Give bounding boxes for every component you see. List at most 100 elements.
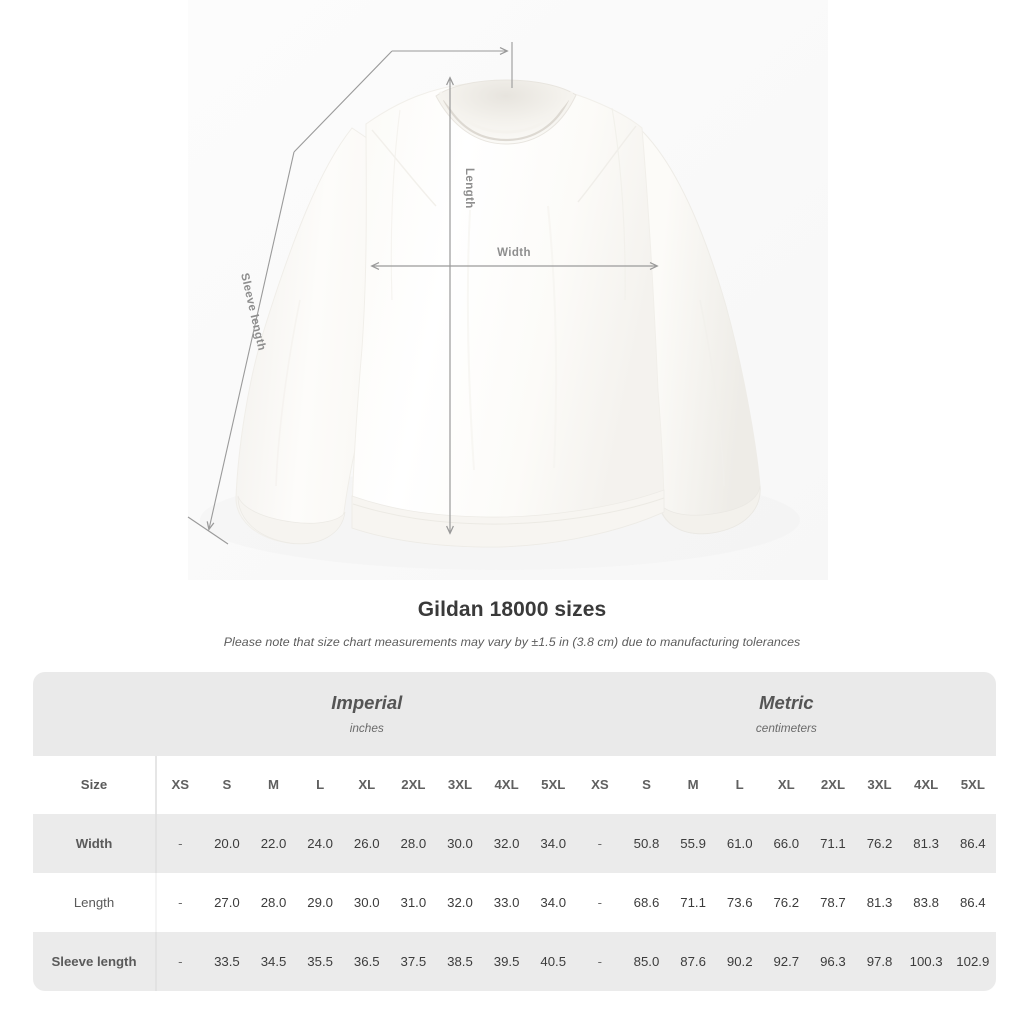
cell-value: 100.3 — [909, 953, 943, 969]
cell-sleeve-length-imperial-l: 35.5 — [296, 932, 344, 991]
cell-value: 30.0 — [447, 835, 473, 851]
cell-value: 32.0 — [447, 894, 473, 910]
cell-value: - — [178, 835, 183, 851]
size-header-cell-metric-5xl[interactable]: 5XL — [949, 756, 997, 814]
size-header-value: M — [687, 777, 699, 792]
size-header-cell-metric-l[interactable]: L — [716, 756, 763, 814]
cell-value: 28.0 — [400, 835, 427, 851]
size-header-cell-imperial-xs[interactable]: XS — [157, 756, 204, 814]
row-label-width: Width — [33, 814, 155, 873]
cell-value: 35.5 — [307, 953, 333, 969]
size-header-cell-imperial-5xl[interactable]: 5XL — [529, 756, 577, 814]
cell-value: 71.1 — [820, 835, 846, 851]
unit-group-imperial: Imperial inches — [157, 672, 577, 756]
cell-value: 36.5 — [353, 953, 380, 969]
size-header-cell-imperial-4xl[interactable]: 4XL — [483, 756, 530, 814]
cell-value: 96.3 — [820, 953, 846, 969]
size-header-text: Size — [80, 777, 108, 792]
unit-banner-spacer — [33, 672, 155, 756]
cell-length-imperial-s: 27.0 — [203, 873, 251, 932]
cell-length-metric-2xl: 78.7 — [809, 873, 857, 932]
size-header-cell-metric-3xl[interactable]: 3XL — [856, 756, 903, 814]
length-label: Length — [463, 168, 475, 209]
size-header-cell-imperial-s[interactable]: S — [203, 756, 251, 814]
cell-length-metric-m: 71.1 — [669, 873, 717, 932]
cell-sleeve-length-metric-m: 87.6 — [669, 932, 717, 991]
cell-length-imperial-m: 28.0 — [250, 873, 297, 932]
cell-length-metric-4xl: 83.8 — [902, 873, 950, 932]
size-header-cell-metric-2xl[interactable]: 2XL — [809, 756, 857, 814]
size-header-cell-imperial-2xl[interactable]: 2XL — [390, 756, 437, 814]
unit-banner-sep — [155, 672, 157, 756]
cell-width-imperial-s: 20.0 — [203, 814, 251, 873]
row-label-text: Width — [75, 835, 113, 851]
row-label-sleeve-length: Sleeve length — [33, 932, 155, 991]
cell-value: 76.2 — [866, 835, 893, 851]
size-header-cell-metric-s[interactable]: S — [623, 756, 670, 814]
size-header-value: 4XL — [914, 777, 939, 792]
cell-value: 85.0 — [633, 953, 660, 969]
unit-name: Metric — [759, 692, 814, 714]
cell-value: 90.2 — [726, 953, 753, 969]
shoulder-guide-line — [293, 42, 513, 153]
cell-value: 40.5 — [540, 953, 567, 969]
size-header-cell-imperial-xl[interactable]: XL — [343, 756, 391, 814]
table-row: Width - 20.0 22.0 24.0 26.0 28.0 30.0 32.0 34.0 - 5… — [33, 814, 997, 873]
size-header-cell-imperial-m[interactable]: M — [250, 756, 297, 814]
cell-value: 31.0 — [400, 894, 427, 910]
unit-group-metric: Metric centimeters — [576, 672, 997, 756]
cell-value: 97.8 — [866, 953, 893, 969]
size-header-cell-metric-xl[interactable]: XL — [763, 756, 810, 814]
cell-length-imperial-l: 29.0 — [296, 873, 344, 932]
cell-sleeve-length-metric-xl: 92.7 — [763, 932, 810, 991]
unit-sub: centimeters — [755, 720, 817, 735]
cell-length-metric-l: 73.6 — [716, 873, 763, 932]
cell-value: 76.2 — [773, 894, 800, 910]
cell-value: 86.4 — [959, 835, 986, 851]
cell-value: - — [178, 894, 183, 910]
cell-width-imperial-xs: - — [157, 814, 204, 873]
size-header-value: S — [642, 777, 651, 792]
size-header-value: 5XL — [960, 777, 985, 792]
cell-value: - — [597, 835, 603, 851]
size-header-cell-metric-4xl[interactable]: 4XL — [902, 756, 950, 814]
size-header-value: S — [222, 777, 232, 792]
cell-sleeve-length-metric-s: 85.0 — [623, 932, 670, 991]
cell-value: 34.5 — [260, 953, 287, 969]
table-row: Length - 27.0 28.0 29.0 30.0 31.0 32.0 33.0 34.0 -… — [33, 873, 997, 932]
cell-sleeve-length-imperial-xs: - — [157, 932, 204, 991]
row-sep — [155, 932, 157, 991]
cell-width-metric-m: 55.9 — [669, 814, 717, 873]
width-label: Width — [497, 247, 531, 259]
size-header-value: XL — [777, 777, 795, 792]
cell-value: 29.0 — [307, 894, 333, 910]
cell-width-imperial-m: 22.0 — [250, 814, 297, 873]
size-header-cell-imperial-3xl[interactable]: 3XL — [436, 756, 484, 814]
page-title: Gildan 18000 sizes — [417, 598, 607, 621]
row-sep — [155, 873, 157, 932]
cell-width-metric-2xl: 71.1 — [809, 814, 857, 873]
size-header-cell-imperial-l[interactable]: L — [296, 756, 344, 814]
cell-sleeve-length-metric-3xl: 97.8 — [856, 932, 903, 991]
cell-length-metric-xs: - — [576, 873, 624, 932]
cell-sleeve-length-metric-l: 90.2 — [716, 932, 763, 991]
cell-length-metric-5xl: 86.4 — [949, 873, 997, 932]
cell-length-imperial-4xl: 33.0 — [483, 873, 530, 932]
cell-value: 26.0 — [353, 835, 380, 851]
size-header-value: XS — [591, 777, 609, 792]
size-header-value: 4XL — [494, 777, 519, 792]
sleeve-length-dimension — [187, 151, 295, 545]
size-header-value: 2XL — [820, 777, 845, 792]
size-header-cell-metric-xs[interactable]: XS — [576, 756, 624, 814]
size-header-cell-metric-m[interactable]: M — [669, 756, 717, 814]
size-header-value: 2XL — [401, 777, 426, 792]
table-row: Sleeve length - 33.5 34.5 35.5 36.5 37.5 38.5 39… — [33, 932, 997, 991]
cell-width-metric-s: 50.8 — [623, 814, 670, 873]
garment-svg: Length Width Sleeve length — [187, 0, 828, 580]
size-chart-table: Imperial inches Metric centimeters Size XS S M L… — [33, 672, 997, 991]
cell-value: 34.0 — [540, 894, 567, 910]
size-header-value: L — [316, 777, 325, 792]
cell-width-metric-xl: 66.0 — [763, 814, 810, 873]
cell-value: 83.8 — [913, 894, 939, 910]
cell-value: 68.6 — [633, 894, 660, 910]
